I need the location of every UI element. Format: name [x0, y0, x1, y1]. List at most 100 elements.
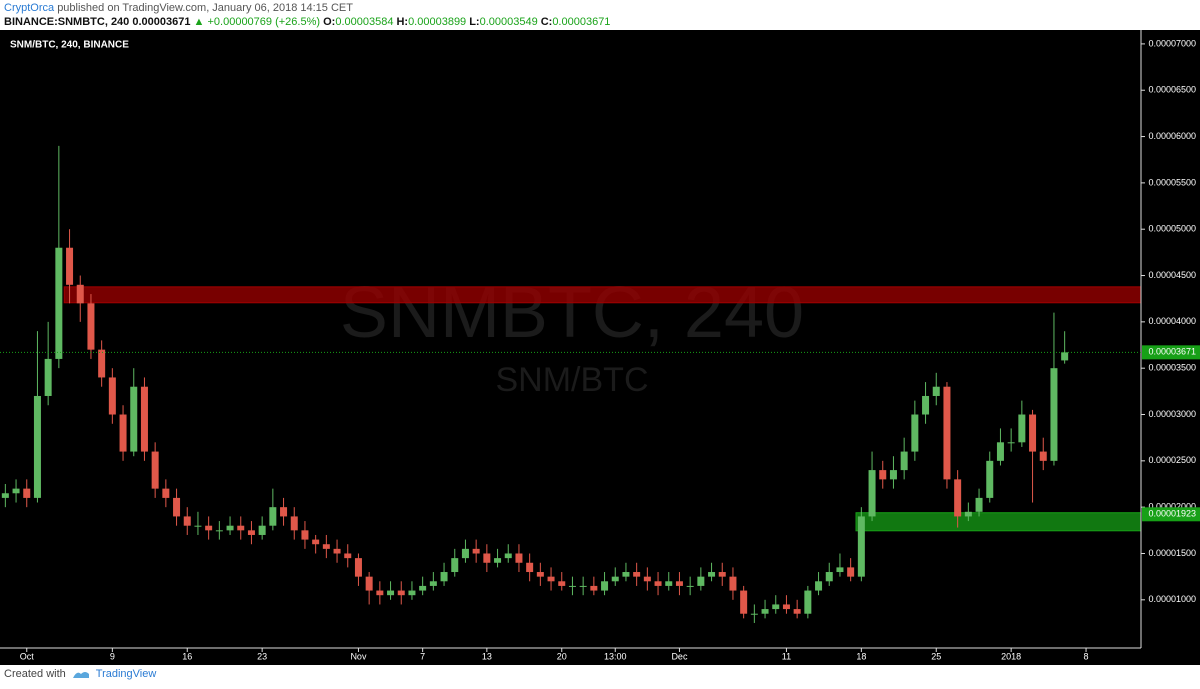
chart-background	[0, 30, 1200, 665]
candle-body	[804, 590, 812, 614]
candle-body	[633, 572, 641, 577]
candle-body	[494, 558, 502, 563]
candle-body	[483, 553, 491, 563]
footer: Created with TradingView	[4, 668, 156, 680]
publish-line: CryptOrca published on TradingView.com, …	[4, 1, 613, 15]
candle-body	[247, 530, 255, 535]
quote-line: BINANCE:SNMBTC, 240 0.00003671 ▲ +0.0000…	[4, 15, 613, 29]
candle-body	[108, 377, 116, 415]
candle-body	[590, 585, 598, 591]
candle-body	[119, 414, 127, 452]
header: CryptOrca published on TradingView.com, …	[4, 1, 613, 29]
candle-body	[354, 558, 362, 577]
ohlc-value: 0.00003549	[479, 16, 538, 28]
candle-body	[183, 516, 191, 526]
candle-body	[1018, 414, 1026, 443]
candle-body	[1029, 414, 1037, 452]
candle-body	[515, 553, 523, 563]
candle-body	[290, 516, 298, 531]
candle-body	[536, 572, 544, 577]
brand-logo	[72, 672, 89, 678]
y-tick-label: 0.00004000	[1148, 316, 1196, 326]
symbol: BINANCE:SNMBTC, 240	[4, 16, 130, 28]
candle-body	[686, 585, 694, 587]
candle-body	[312, 539, 320, 545]
x-tick-label: 7	[420, 651, 425, 661]
candle-body	[1007, 442, 1015, 444]
brand[interactable]: TradingView	[95, 668, 157, 680]
zone	[63, 286, 1142, 304]
y-tick-label: 0.00007000	[1148, 38, 1196, 48]
candle-body	[1, 493, 9, 498]
published: published on TradingView.com, January 06…	[57, 2, 353, 14]
candle-body	[857, 516, 865, 577]
y-tick-label: 0.00005500	[1148, 177, 1196, 187]
author[interactable]: CryptOrca	[4, 2, 55, 14]
candle-body	[44, 358, 52, 396]
candle-body	[194, 525, 202, 527]
candle-body	[504, 553, 512, 559]
candle-body	[1039, 451, 1047, 461]
watermark: SNMBTC, 240	[340, 273, 804, 353]
x-tick-label: 13	[482, 651, 492, 661]
candle-body	[1061, 352, 1069, 361]
created: Created with	[4, 668, 66, 680]
candle-body	[815, 581, 823, 591]
candle-body	[269, 507, 277, 526]
candle-body	[772, 604, 780, 610]
candle-body	[964, 511, 972, 517]
y-tick-label: 0.00002500	[1148, 455, 1196, 465]
ohlc-label: O:	[323, 16, 336, 28]
ohlc-label: L:	[469, 16, 480, 28]
candle-body	[675, 581, 683, 586]
candle-body	[451, 558, 459, 573]
candle-body	[429, 581, 437, 586]
candle-body	[836, 567, 844, 573]
x-tick-label: Oct	[20, 651, 35, 661]
candle-body	[654, 581, 662, 586]
candle-body	[173, 497, 181, 517]
candle-body	[215, 530, 223, 532]
y-tick-label: 0.00003000	[1148, 409, 1196, 419]
candle-body	[643, 576, 651, 582]
candle-body	[205, 525, 213, 531]
candle-body	[23, 488, 31, 498]
y-tick-label: 0.00006500	[1148, 85, 1196, 95]
candle-body	[975, 497, 983, 512]
zone	[855, 512, 1142, 532]
candle-body	[665, 581, 673, 586]
zone-price-label: 0.00001923	[1148, 509, 1196, 519]
x-tick-label: 2018	[1001, 651, 1021, 661]
candle-body	[397, 590, 405, 596]
candle-body	[440, 572, 448, 582]
y-tick-label: 0.00001000	[1148, 594, 1196, 604]
candle-body	[579, 585, 587, 587]
y-tick-label: 0.00002000	[1148, 502, 1196, 512]
candle-body	[761, 609, 769, 614]
y-tick-label: 0.00004500	[1148, 270, 1196, 280]
y-tick-label: 0.00006000	[1148, 131, 1196, 141]
candle-body	[333, 548, 341, 554]
candle-body	[408, 590, 416, 596]
candle-body	[996, 442, 1004, 461]
candle-body	[33, 395, 41, 498]
x-tick-label: 9	[110, 651, 115, 661]
ohlc-value: 0.00003899	[408, 16, 467, 28]
candle-body	[76, 284, 84, 304]
candle-body	[461, 548, 469, 559]
candle-body	[879, 470, 887, 480]
candle-body	[889, 470, 897, 480]
candle-body	[718, 572, 726, 577]
candle-body	[847, 567, 855, 577]
candle-body	[793, 609, 801, 614]
candle-body	[151, 451, 159, 489]
x-tick-label: 18	[856, 651, 866, 661]
ohlc-label: H:	[396, 16, 409, 28]
x-tick-label: 11	[782, 651, 791, 661]
last-price-box	[1142, 345, 1200, 360]
x-tick-label: 25	[931, 651, 941, 661]
candle-body	[472, 548, 480, 554]
candle-body	[729, 576, 737, 591]
candle-body	[943, 386, 951, 480]
candle-body	[911, 414, 919, 452]
